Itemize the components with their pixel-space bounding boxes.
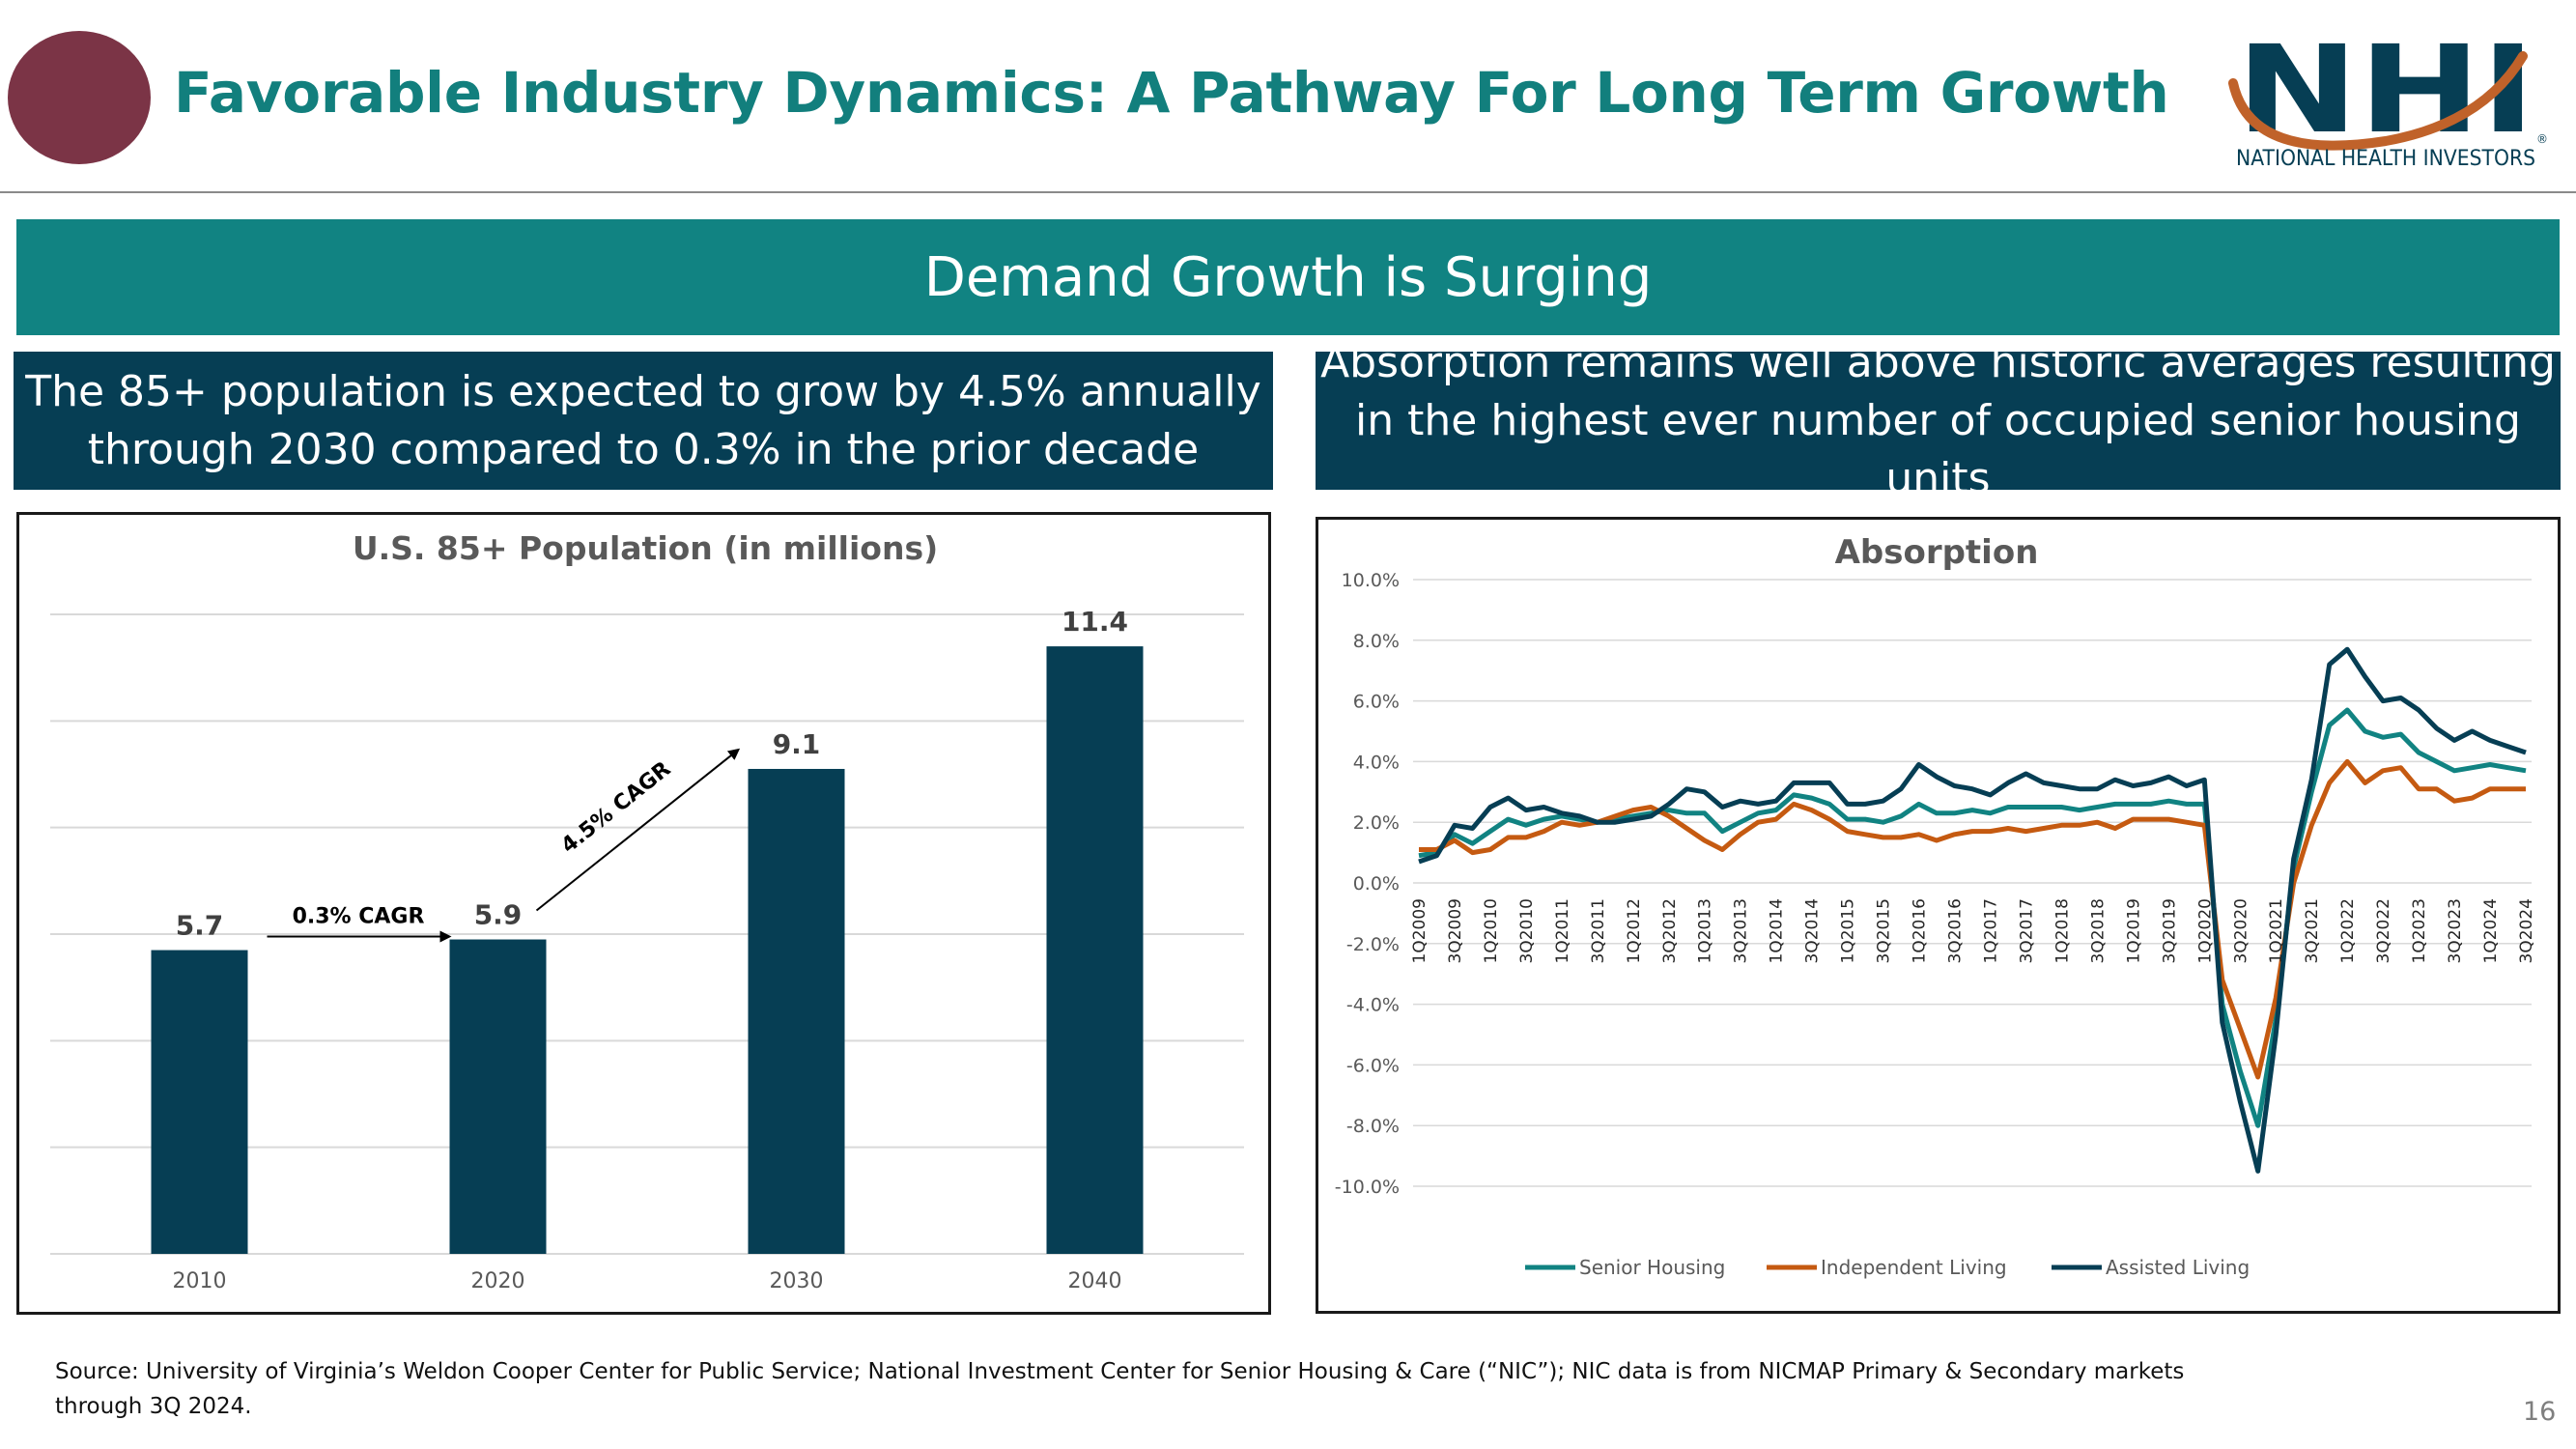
x-tick-label: 3Q2012 bbox=[1660, 898, 1680, 963]
bar-2030 bbox=[748, 768, 845, 1254]
legend-label: Independent Living bbox=[1821, 1256, 2007, 1279]
x-tick-label: 3Q2013 bbox=[1732, 898, 1751, 963]
y-tick-label: 10.0% bbox=[1342, 570, 1400, 591]
x-tick-label: 3Q2021 bbox=[2303, 898, 2322, 963]
logo-registered-mark: ® bbox=[2536, 132, 2548, 146]
bar-series bbox=[151, 646, 1144, 1254]
series-senior-housing bbox=[1418, 707, 2527, 1128]
population-chart-frame: U.S. 85+ Population (in millions) 5.7 5.9… bbox=[16, 512, 1271, 1315]
nhi-logo: NHI ® NATIONAL HEALTH INVESTORS bbox=[2228, 27, 2548, 171]
right-subtitle: Absorption remains well above historic a… bbox=[1316, 338, 2561, 503]
line-legend: Senior Housing Independent Living Assisted… bbox=[1525, 1256, 2250, 1279]
absorption-chart-frame: Absorption 10.0% 8.0% 6.0% 4.0% 2.0% 0.0% -2.0… bbox=[1316, 517, 2561, 1314]
x-tick-label: 1Q2023 bbox=[2410, 898, 2429, 963]
cagr-label: 0.3% CAGR bbox=[293, 905, 425, 929]
x-tick-label: 1Q2015 bbox=[1839, 898, 1858, 963]
line-chart-title: Absorption bbox=[1835, 533, 2039, 572]
page-number: 16 bbox=[2523, 1397, 2557, 1427]
bar-data-label: 5.9 bbox=[474, 899, 523, 931]
page-title: Favorable Industry Dynamics: A Pathway F… bbox=[174, 60, 2169, 126]
logo-swoosh-icon bbox=[2228, 51, 2528, 151]
x-tick-label: 1Q2024 bbox=[2481, 898, 2501, 963]
x-tick-label: 1Q2014 bbox=[1768, 898, 1787, 963]
bar-data-label: 11.4 bbox=[1062, 606, 1128, 638]
logo-company-name: NATIONAL HEALTH INVESTORS bbox=[2236, 147, 2535, 171]
y-tick-label: -10.0% bbox=[1335, 1177, 1400, 1198]
y-tick-label: -6.0% bbox=[1346, 1055, 1400, 1076]
x-tick-label: 3Q2017 bbox=[2017, 898, 2036, 963]
y-tick-label: 4.0% bbox=[1353, 752, 1400, 773]
x-tick-label: 3Q2020 bbox=[2231, 898, 2250, 963]
bar-data-label: 5.7 bbox=[176, 910, 224, 942]
left-subtitle: The 85+ population is expected to grow b… bbox=[14, 352, 1273, 490]
source-footnote: Source: University of Virginia’s Weldon … bbox=[55, 1359, 2185, 1419]
x-tick-label: 3Q2023 bbox=[2446, 898, 2465, 963]
bar-category-label: 2010 bbox=[173, 1269, 227, 1293]
line-y-tick-labels: 10.0% 8.0% 6.0% 4.0% 2.0% 0.0% -2.0% -4.0% -6.0%… bbox=[1335, 570, 1400, 1198]
legend-label: Senior Housing bbox=[1579, 1256, 1725, 1279]
bar-2020 bbox=[449, 939, 547, 1254]
x-tick-label: 1Q2013 bbox=[1696, 898, 1715, 963]
absorption-line-chart: Absorption 10.0% 8.0% 6.0% 4.0% 2.0% 0.0% -2.0… bbox=[1335, 533, 2536, 1279]
x-tick-label: 3Q2011 bbox=[1589, 898, 1608, 963]
x-tick-label: 1Q2019 bbox=[2124, 898, 2143, 963]
bar-category-labels: 2010 2020 2030 2040 bbox=[173, 1269, 1122, 1293]
x-tick-label: 1Q2021 bbox=[2267, 898, 2286, 963]
header-divider bbox=[0, 191, 2576, 193]
x-tick-label: 3Q2019 bbox=[2160, 898, 2179, 963]
bar-2040 bbox=[1046, 646, 1144, 1254]
population-bar-chart: U.S. 85+ Population (in millions) 5.7 5.9… bbox=[50, 529, 1244, 1293]
x-tick-label: 3Q2016 bbox=[1946, 898, 1966, 963]
logo-circle-icon bbox=[8, 31, 151, 164]
x-tick-label: 1Q2012 bbox=[1625, 898, 1644, 963]
banner-heading: Demand Growth is Surging bbox=[16, 219, 2560, 335]
y-tick-label: 2.0% bbox=[1353, 812, 1400, 834]
bar-category-label: 2030 bbox=[770, 1269, 824, 1293]
bar-2010 bbox=[151, 950, 248, 1254]
bar-data-label: 9.1 bbox=[773, 728, 821, 760]
y-tick-label: -8.0% bbox=[1346, 1116, 1400, 1137]
y-tick-label: -4.0% bbox=[1346, 995, 1400, 1016]
x-tick-label: 1Q2016 bbox=[1911, 898, 1930, 963]
x-tick-label: 3Q2015 bbox=[1875, 898, 1894, 963]
series-assisted-living bbox=[1418, 646, 2527, 1174]
bar-chart-title: U.S. 85+ Population (in millions) bbox=[353, 529, 938, 567]
x-tick-label: 3Q2024 bbox=[2517, 898, 2536, 963]
x-tick-label: 3Q2022 bbox=[2374, 898, 2393, 963]
x-tick-label: 1Q2017 bbox=[1981, 898, 2000, 963]
bar-data-labels: 5.7 5.9 9.1 11.4 bbox=[176, 606, 1128, 941]
cagr-label: 4.5% CAGR bbox=[557, 757, 676, 859]
y-tick-label: -2.0% bbox=[1346, 934, 1400, 955]
line-series-group bbox=[1418, 646, 2527, 1174]
x-tick-label: 1Q2009 bbox=[1410, 898, 1430, 963]
y-tick-label: 0.0% bbox=[1353, 873, 1400, 895]
y-tick-label: 6.0% bbox=[1353, 692, 1400, 713]
legend-label: Assisted Living bbox=[2106, 1256, 2250, 1279]
x-tick-label: 3Q2010 bbox=[1517, 898, 1537, 963]
x-tick-label: 3Q2009 bbox=[1446, 898, 1465, 963]
y-tick-label: 8.0% bbox=[1353, 631, 1400, 652]
bar-category-label: 2020 bbox=[471, 1269, 525, 1293]
line-x-tick-labels: 1Q2009 3Q2009 1Q2010 3Q2010 1Q2011 3Q2011 1Q20… bbox=[1410, 898, 2536, 963]
x-tick-label: 1Q2010 bbox=[1482, 898, 1501, 963]
line-gridlines bbox=[1413, 579, 2532, 1187]
x-tick-label: 1Q2020 bbox=[2195, 898, 2215, 963]
x-tick-label: 1Q2018 bbox=[2052, 898, 2072, 963]
bar-gridlines bbox=[50, 613, 1244, 1255]
x-tick-label: 3Q2018 bbox=[2088, 898, 2108, 963]
x-tick-label: 3Q2014 bbox=[1803, 898, 1823, 963]
bar-category-label: 2040 bbox=[1068, 1269, 1122, 1293]
cagr-arrow bbox=[535, 748, 741, 912]
x-tick-label: 1Q2011 bbox=[1553, 898, 1572, 963]
x-tick-label: 1Q2022 bbox=[2338, 898, 2358, 963]
